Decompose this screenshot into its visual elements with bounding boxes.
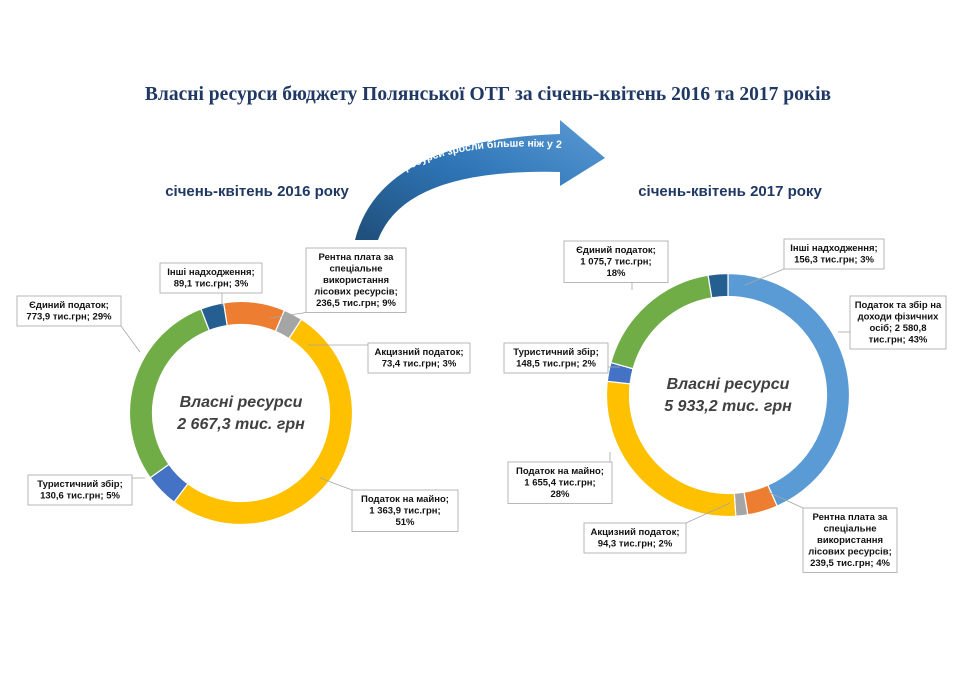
- callout-line: 89,1 тис.грн; 3%: [174, 279, 249, 290]
- growth-arrow-shape: [355, 120, 605, 240]
- donut-chart-2016: січень-квітень 2016 року Власні ресурси 2 …: [16, 183, 471, 532]
- callout-line: 18%: [606, 268, 626, 279]
- callout-line: 73,4 тис.грн; 3%: [382, 359, 457, 370]
- callout-line: Єдиний податок;: [29, 300, 109, 311]
- callout-label-rent-2016: Рентна плата за спеціальне використання ліс…: [314, 252, 398, 309]
- callout-line: 1 363,9 тис.грн;: [369, 506, 440, 517]
- callout-line: 148,5 тис.грн; 2%: [516, 359, 596, 370]
- callout-label-excise-2016: Акцизний податок; 73,4 тис.грн; 3%: [374, 347, 463, 370]
- callout-box-single-2017: [563, 240, 669, 283]
- callout-line: 1 075,7 тис.грн;: [580, 257, 651, 268]
- callout-line: 156,3 тис.грн; 3%: [794, 255, 874, 266]
- callout-leader-single-2016: [120, 325, 141, 353]
- callout-line: спеціальне: [824, 524, 877, 535]
- callout-label-rent-2017: Рентна плата за спеціальне використання ліс…: [808, 512, 892, 569]
- callout-line: спеціальне: [330, 264, 383, 275]
- callout-leader-rent-2016: [269, 312, 307, 319]
- callout-label-property-2016: Податок на майно; 1 363,9 тис.грн; 51%: [361, 494, 449, 528]
- callout-line: доходи фізичних: [858, 312, 939, 323]
- callout-line: Акцизний податок;: [374, 347, 463, 358]
- callout-line: 239,5 тис.грн; 4%: [810, 558, 890, 569]
- callout-line: 236,5 тис.грн; 9%: [316, 298, 396, 309]
- callout-line: Податок на майно;: [361, 494, 449, 505]
- callout-box-property-2016: [351, 489, 459, 532]
- callout-line: Інші надходження;: [790, 243, 877, 254]
- callout-box-tourist-2016: [27, 474, 133, 506]
- callout-box-rent-2017: [802, 507, 898, 573]
- callout-label-property-2017: Податок на майно; 1 655,4 тис.грн; 28%: [516, 466, 604, 500]
- callout-label-excise-2017: Акцизний податок; 94,3 тис.грн; 2%: [590, 527, 679, 550]
- callout-line: Туристичний збір;: [37, 479, 123, 490]
- callout-line: Податок та збір на: [855, 300, 942, 311]
- callout-line: Рентна плата за: [813, 512, 889, 523]
- center-label-2017: Власні ресурси: [667, 376, 790, 393]
- callout-label-single-2017: Єдиний податок; 1 075,7 тис.грн; 18%: [576, 245, 656, 279]
- callout-box-rent-2016: [305, 247, 407, 313]
- callout-box-excise-2016: [367, 342, 471, 374]
- callout-line: лісових ресурсів;: [808, 547, 892, 558]
- callout-leader-rent-2017: [767, 491, 804, 509]
- callout-line: 773,9 тис.грн; 29%: [26, 312, 112, 323]
- callout-line: Єдиний податок;: [576, 245, 656, 256]
- main-title: Власні ресурси бюджету Полянської ОТГ за…: [145, 84, 831, 105]
- donut-slice-rent-2016: [222, 300, 286, 333]
- callout-leader-excise-2017: [685, 502, 731, 524]
- callout-line: 1 655,4 тис.грн;: [524, 478, 595, 489]
- callout-line: 94,3 тис.грн; 2%: [598, 539, 673, 550]
- callout-label-tourist-2016: Туристичний збір; 130,6 тис.грн; 5%: [37, 479, 123, 502]
- center-label-2016: Власні ресурси: [180, 394, 303, 411]
- callout-line: Податок на майно;: [516, 466, 604, 477]
- callout-label-single-2016: Єдиний податок; 773,9 тис.грн; 29%: [26, 300, 112, 323]
- callout-line: лісових ресурсів;: [314, 287, 398, 298]
- callout-box-other-2017: [783, 238, 885, 270]
- callout-line: використання: [817, 535, 883, 546]
- callout-leader-property-2016: [319, 477, 353, 491]
- center-value-2017: 5 933,2 тис. грн: [664, 398, 792, 415]
- callout-line: Інші надходження;: [167, 267, 254, 278]
- callout-label-pit-2017: Податок та збір на доходи фізичних осіб; 2…: [855, 300, 942, 346]
- callout-box-tourist-2017: [503, 342, 609, 374]
- center-value-2016: 2 667,3 тис. грн: [176, 416, 305, 433]
- callout-box-pit-2017: [849, 295, 947, 350]
- callout-label-tourist-2017: Туристичний збір; 148,5 тис.грн; 2%: [513, 347, 599, 370]
- chart-subtitle-2017: січень-квітень 2017 року: [638, 183, 822, 200]
- donut-slice-other-2016: [200, 302, 228, 332]
- callout-box-property-2017: [507, 461, 613, 504]
- callout-line: Акцизний податок;: [590, 527, 679, 538]
- donut-chart-2017: січень-квітень 2017 року Власні ресурси 5 …: [503, 183, 947, 573]
- donut-slice-other-2017: [707, 272, 729, 299]
- callout-label-other-2016: Інші надходження; 89,1 тис.грн; 3%: [167, 267, 254, 290]
- callout-line: 28%: [550, 489, 570, 500]
- callout-box-single-2016: [16, 295, 122, 327]
- callout-line: 130,6 тис.грн; 5%: [40, 491, 120, 502]
- callout-line: тис.грн; 43%: [869, 335, 928, 346]
- callout-line: Рентна плата за: [319, 252, 395, 263]
- callout-line: осіб; 2 580,8: [870, 323, 927, 334]
- growth-arrow: Власні ресурси зросли більше ніж у 2,2 р…: [0, 0, 605, 240]
- callout-box-other-2016: [159, 262, 263, 294]
- chart-subtitle-2016: січень-квітень 2016 року: [165, 183, 349, 200]
- callout-line: 51%: [395, 517, 415, 528]
- callout-line: Туристичний збір;: [513, 347, 599, 358]
- callout-box-excise-2017: [583, 522, 687, 554]
- callout-line: використання: [323, 275, 389, 286]
- callout-leader-other-2017: [744, 268, 785, 286]
- callout-label-other-2017: Інші надходження; 156,3 тис.грн; 3%: [790, 243, 877, 266]
- donut-slice-single-2017: [610, 274, 713, 370]
